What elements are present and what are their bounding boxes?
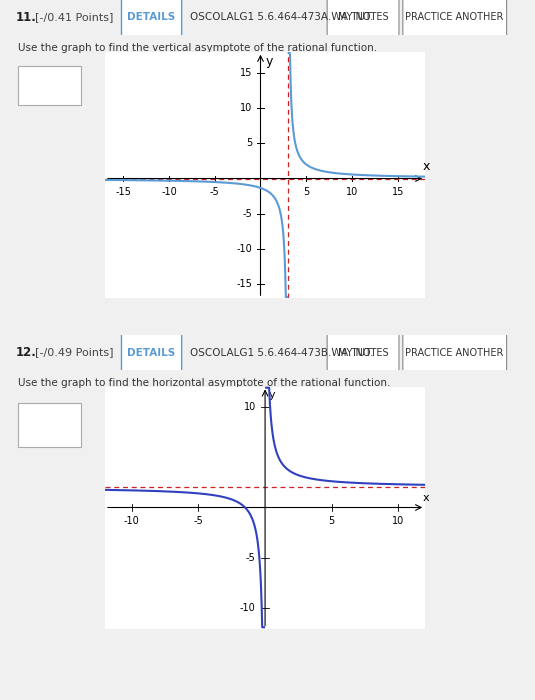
Text: -10: -10 <box>240 603 256 613</box>
Text: OSCOLALG1 5.6.464-473A.WA.TUT.: OSCOLALG1 5.6.464-473A.WA.TUT. <box>190 13 374 22</box>
FancyBboxPatch shape <box>403 303 507 402</box>
Text: MY NOTES: MY NOTES <box>338 13 388 22</box>
Text: y: y <box>269 389 276 400</box>
Text: Use the graph to find the horizontal asymptote of the rational function.: Use the graph to find the horizontal asy… <box>18 378 391 388</box>
Text: [-/0.41 Points]: [-/0.41 Points] <box>35 13 113 22</box>
Text: y: y <box>266 55 273 69</box>
Text: 15: 15 <box>392 187 404 197</box>
Bar <box>18 403 81 447</box>
Text: -15: -15 <box>116 187 131 197</box>
Text: 5: 5 <box>303 187 309 197</box>
Text: DETAILS: DETAILS <box>127 13 175 22</box>
Text: -5: -5 <box>242 209 253 218</box>
Text: -10: -10 <box>161 187 177 197</box>
Text: MY NOTES: MY NOTES <box>338 347 388 358</box>
Text: [-/0.49 Points]: [-/0.49 Points] <box>35 347 113 358</box>
Text: x: x <box>423 494 429 503</box>
Bar <box>18 66 81 105</box>
Text: -15: -15 <box>236 279 253 289</box>
Text: PRACTICE ANOTHER: PRACTICE ANOTHER <box>405 347 503 358</box>
Text: -5: -5 <box>194 516 203 526</box>
FancyBboxPatch shape <box>121 0 182 67</box>
Text: -10: -10 <box>124 516 140 526</box>
Text: 10: 10 <box>243 402 256 412</box>
Text: 12.: 12. <box>16 346 36 359</box>
FancyBboxPatch shape <box>327 303 399 402</box>
FancyBboxPatch shape <box>327 0 399 67</box>
Text: -5: -5 <box>210 187 220 197</box>
Text: 11.: 11. <box>16 11 36 24</box>
Text: DETAILS: DETAILS <box>127 347 175 358</box>
Text: 10: 10 <box>346 187 358 197</box>
FancyBboxPatch shape <box>403 0 507 67</box>
Text: Use the graph to find the vertical asymptote of the rational function.: Use the graph to find the vertical asymp… <box>18 43 378 53</box>
Text: 10: 10 <box>240 103 253 113</box>
Text: 10: 10 <box>392 516 404 526</box>
Text: PRACTICE ANOTHER: PRACTICE ANOTHER <box>405 13 503 22</box>
Text: 5: 5 <box>328 516 335 526</box>
Text: -10: -10 <box>236 244 253 254</box>
Text: 15: 15 <box>240 68 253 78</box>
Text: 5: 5 <box>246 139 253 148</box>
Text: x: x <box>423 160 430 173</box>
FancyBboxPatch shape <box>121 303 182 402</box>
Text: -5: -5 <box>246 553 256 563</box>
Text: OSCOLALG1 5.6.464-473B.WA.TUT.: OSCOLALG1 5.6.464-473B.WA.TUT. <box>190 347 374 358</box>
